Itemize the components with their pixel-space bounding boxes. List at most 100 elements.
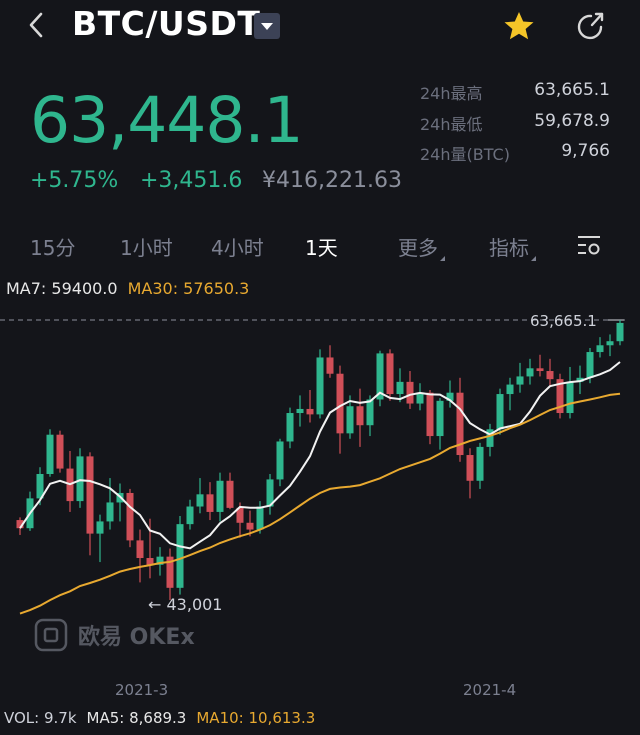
candle-body	[526, 368, 534, 377]
candle-body	[336, 373, 344, 434]
candle-body	[356, 406, 364, 426]
okex-watermark: 欧易 OKEx	[34, 618, 195, 652]
change-amount: +3,451.6	[140, 168, 243, 193]
candle-body	[556, 379, 564, 414]
candle-body	[606, 341, 614, 346]
candle-body	[286, 413, 294, 442]
candle-body	[186, 506, 194, 525]
candle-body	[476, 446, 484, 481]
candle-body	[296, 408, 304, 414]
candle-body	[416, 392, 424, 404]
candle-body	[16, 520, 24, 529]
okex-logo-icon	[34, 618, 68, 652]
indicators-label: 指标	[489, 236, 529, 260]
candle-body	[166, 556, 174, 588]
stat-value-volume: 9,766	[561, 141, 610, 161]
candle-body	[216, 480, 224, 512]
candle-body	[56, 434, 64, 469]
stat-label-high: 24h最高	[420, 84, 483, 103]
candle-body	[76, 456, 84, 502]
candle-body	[316, 357, 324, 415]
candle-body	[536, 368, 544, 372]
favorite-star-icon[interactable]	[502, 10, 536, 42]
volume-legend: VOL: 9.7k MA5: 8,689.3 MA10: 10,613.3	[4, 709, 315, 727]
pair-dropdown-icon[interactable]	[254, 13, 280, 39]
candle-body	[146, 558, 154, 565]
ma7-value: MA7: 59400.0	[6, 279, 118, 298]
ma-legend: MA7: 59400.0 MA30: 57650.3	[6, 279, 249, 298]
candle-body	[426, 392, 434, 437]
candle-body	[306, 408, 314, 415]
candle-body	[126, 492, 134, 541]
candle-body	[446, 392, 454, 401]
candle-body	[256, 506, 264, 530]
low-price-label: ← 43,001	[148, 595, 222, 614]
candle-body	[176, 524, 184, 588]
candle-body	[516, 376, 524, 385]
candle-body	[396, 381, 404, 395]
candle-body	[466, 455, 474, 481]
candle-body	[436, 400, 444, 437]
candle-body	[276, 441, 284, 480]
candle-body	[576, 377, 584, 382]
candle-body	[156, 556, 164, 565]
candle-body	[106, 502, 114, 522]
ma30-value: MA30: 57650.3	[127, 279, 250, 298]
x-label-mar: 2021-3	[115, 681, 169, 699]
candlestick-chart[interactable]: 63,665.1 ← 43,001	[0, 300, 640, 680]
candle-body	[96, 521, 104, 534]
candle-body	[406, 381, 414, 404]
candle-body	[86, 456, 94, 534]
candle-body	[196, 494, 204, 507]
share-icon[interactable]	[574, 10, 608, 44]
tab-indicators[interactable]: 指标	[489, 232, 536, 261]
candle-body	[346, 406, 354, 434]
candle-body	[506, 384, 514, 395]
candle-body	[386, 353, 394, 395]
back-arrow-icon[interactable]	[22, 10, 52, 40]
chart-settings-icon[interactable]	[576, 232, 602, 258]
watermark-text: 欧易 OKEx	[78, 625, 195, 650]
candle-body	[36, 473, 44, 499]
volume-ma10: MA10: 10,613.3	[196, 709, 316, 727]
candle-body	[496, 394, 504, 430]
candle-body	[566, 381, 574, 414]
tab-1h[interactable]: 1小时	[120, 236, 173, 260]
candle-body	[586, 352, 594, 378]
candle-body	[226, 480, 234, 508]
indicators-dropdown-icon	[531, 256, 536, 261]
candle-body	[596, 345, 604, 353]
candle-body	[46, 434, 54, 474]
candle-body	[206, 494, 214, 512]
candle-body	[136, 540, 144, 559]
candle-body	[366, 399, 374, 426]
candle-body	[236, 507, 244, 523]
cny-price: ¥416,221.63	[262, 168, 402, 193]
candle-body	[546, 371, 554, 380]
more-dropdown-icon	[440, 256, 445, 261]
last-price: 63,448.1	[30, 84, 304, 157]
change-percent: +5.75%	[30, 168, 119, 193]
volume-ma5: MA5: 8,689.3	[86, 709, 187, 727]
candle-body	[616, 322, 624, 342]
candle-body	[486, 429, 494, 447]
candle-body	[326, 357, 334, 374]
stat-label-low: 24h最低	[420, 115, 483, 134]
pair-title[interactable]: BTC/USDT	[72, 4, 261, 43]
more-label: 更多	[398, 236, 438, 260]
stat-value-high: 63,665.1	[534, 80, 610, 100]
tab-15m[interactable]: 15分	[30, 236, 76, 260]
candle-body	[266, 479, 274, 507]
ma30-line	[19, 392, 621, 615]
x-label-apr: 2021-4	[463, 681, 517, 699]
tab-1d[interactable]: 1天	[305, 236, 338, 260]
stat-value-low: 59,678.9	[534, 111, 610, 131]
tab-4h[interactable]: 4小时	[211, 236, 264, 260]
tab-more[interactable]: 更多	[398, 232, 445, 261]
candle-body	[246, 522, 254, 530]
stat-label-volume: 24h量(BTC)	[420, 145, 510, 164]
volume-value: VOL: 9.7k	[4, 709, 77, 727]
candle-body	[456, 392, 464, 456]
candle-body	[376, 353, 384, 400]
high-price-label: 63,665.1	[530, 312, 597, 330]
